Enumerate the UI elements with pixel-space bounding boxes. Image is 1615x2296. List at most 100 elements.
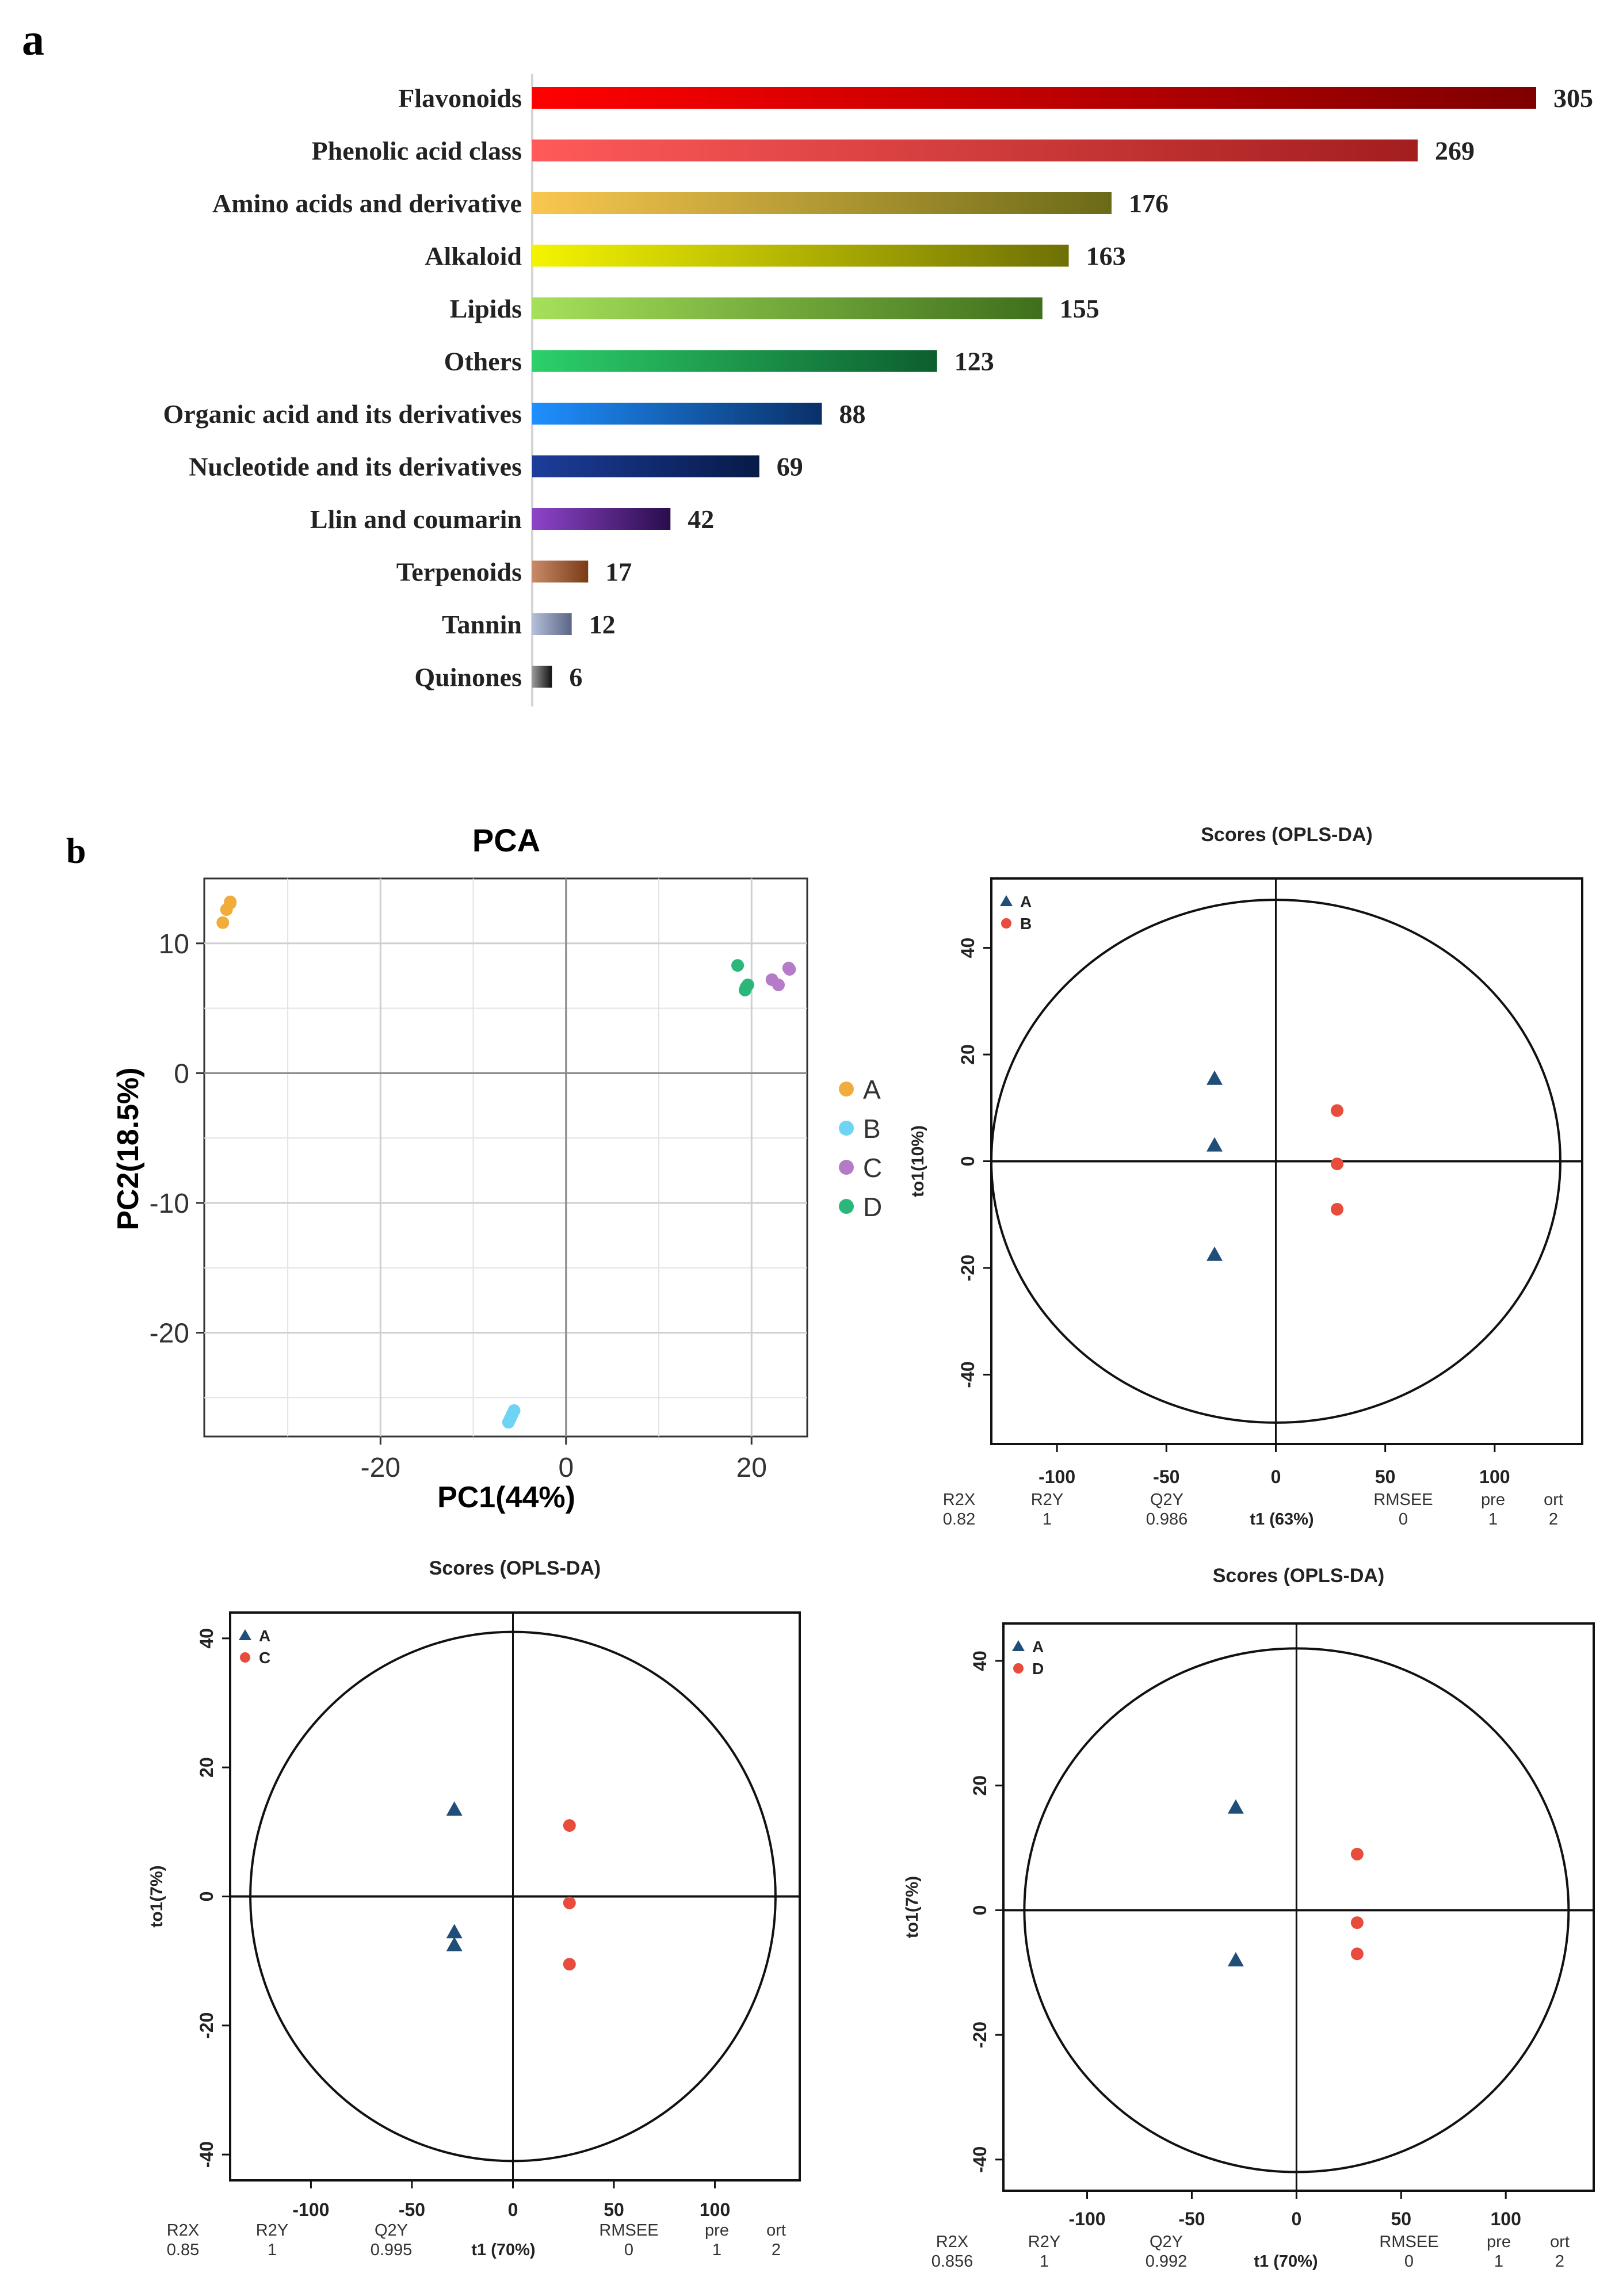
oplsda-point-a (446, 1924, 463, 1939)
bar-marks: Flavonoids 305 Phenolic acid class 269 Amino… (163, 83, 1593, 692)
oplsda-stat-header: pre (705, 2221, 729, 2240)
bar-tannin (532, 613, 572, 635)
pca-legend-label: A (863, 1075, 881, 1105)
oplsda-title: Scores (OPLS-DA) (429, 1557, 601, 1579)
oplsda-point-a (1206, 1137, 1223, 1152)
oplsda-legend-swatch-c (240, 1652, 250, 1663)
oplsda-point-a (1227, 1799, 1244, 1814)
pca-marks: -20 0 20 10 0 -10 -20 (150, 877, 808, 1483)
oplsda-ytick-label: 0 (196, 1892, 217, 1902)
oplsda-xtick-label: 0 (1271, 1466, 1281, 1487)
oplsda-stat-value: 1 (1043, 1510, 1052, 1529)
oplsda-stat-value: 0.85 (167, 2241, 199, 2259)
pca-ytick-label: 0 (174, 1059, 189, 1089)
oplsda-stat-header: pre (1487, 2233, 1511, 2251)
oplsda-stat-header: ort (1544, 1491, 1563, 1509)
oplsda-point-d (1350, 1847, 1364, 1861)
bar-amino-acids-and-derivative (532, 192, 1112, 214)
bar-category-label: Organic acid and its derivatives (163, 399, 522, 429)
bar-value-label: 155 (1060, 294, 1099, 323)
oplsda-stat-header: RMSEE (599, 2221, 658, 2240)
pca-point-c (772, 978, 785, 991)
oplsda-ylabel: to1(7%) (147, 1865, 166, 1927)
oplsda-xtick-label: -50 (1178, 2209, 1205, 2229)
oplsda-stat-value: 1 (1494, 2252, 1503, 2271)
pca-point-d (731, 959, 744, 972)
bar-category-label: Others (444, 347, 522, 376)
oplsda-plot-a-vs-d: Scores (OPLS-DA)-100 -50 0 50 10040200-20-40… (903, 1565, 1595, 2271)
oplsda-ytick-label: 20 (969, 1775, 990, 1796)
bar-category-label: Quinones (414, 663, 522, 692)
bar-lipids (532, 297, 1043, 319)
oplsda-point-a (1227, 1952, 1244, 1967)
bar-value-label: 69 (777, 452, 803, 482)
oplsda-stat-value: 1 (1488, 1510, 1498, 1529)
bar-llin-and-coumarin (532, 508, 671, 530)
oplsda-point-b (1330, 1157, 1343, 1171)
oplsda-xtick-label: -50 (399, 2199, 425, 2220)
bar-value-label: 305 (1553, 83, 1593, 113)
bar-category-label: Tannin (442, 610, 522, 639)
oplsda-stat-header: R2X (936, 2233, 968, 2251)
oplsda-stat-value: 2 (772, 2241, 781, 2259)
pca-plot-frame (203, 877, 808, 1438)
pca-ylabel: PC2(18.5%) (112, 1067, 145, 1230)
oplsda-legend-swatch-a (1000, 895, 1013, 906)
bar-phenolic-acid-class (532, 139, 1418, 162)
oplsda-legend-label: A (1032, 1638, 1044, 1656)
pca-legend-swatch-b (839, 1121, 854, 1136)
oplsda-stat-header: Q2Y (1150, 1491, 1183, 1509)
oplsda-legend-swatch-a (1012, 1640, 1025, 1651)
oplsda-point-a (446, 1801, 463, 1816)
oplsda-xtick-label: 50 (604, 2199, 624, 2220)
oplsda-ytick-label: 20 (957, 1044, 978, 1065)
oplsda-xlabel: t1 (70%) (1254, 2252, 1318, 2271)
pca-legend-swatch-d (839, 1199, 854, 1214)
oplsda-legend-label: B (1020, 915, 1032, 933)
pca-ytick-label: -20 (150, 1319, 189, 1349)
oplsda-ytick-label: -40 (957, 1361, 978, 1388)
oplsda-xtick-label: 100 (700, 2199, 730, 2220)
pca-ytick-label: -10 (150, 1189, 189, 1219)
oplsda-stat-header: ort (1550, 2233, 1570, 2251)
oplsda-ytick-label: -40 (196, 2141, 217, 2168)
oplsda-stat-header: R2Y (256, 2221, 288, 2240)
pca-xtick-label: 20 (736, 1453, 767, 1483)
bar-value-label: 6 (569, 663, 582, 692)
bar-quinones (532, 666, 552, 688)
bar-category-label: Lipids (450, 294, 522, 323)
oplsda-stat-value: 1 (1040, 2252, 1049, 2271)
oplsda-ytick-label: 20 (196, 1757, 217, 1778)
pca-point-d (738, 984, 751, 996)
oplsda-ylabel: to1(10%) (908, 1125, 927, 1197)
oplsda-point-d (1350, 1947, 1364, 1961)
bar-category-label: Nucleotide and its derivatives (189, 452, 522, 482)
oplsda-plot-a-vs-b: Scores (OPLS-DA)-100 -50 0 50 10040200-20-40… (908, 824, 1583, 1529)
oplsda-stat-value: 0 (1399, 1510, 1408, 1529)
oplsda-stat-value: 0.992 (1146, 2252, 1188, 2271)
panel-label-b: b (66, 832, 86, 871)
oplsda-point-a (1206, 1070, 1223, 1085)
oplsda-stat-value: 0 (624, 2241, 633, 2259)
oplsda-stat-value: 2 (1549, 1510, 1558, 1529)
oplsda-legend-swatch-d (1013, 1663, 1024, 1674)
oplsda-ytick-label: 40 (957, 938, 978, 958)
bar-alkaloid (532, 245, 1069, 267)
bar-nucleotide-and-its-derivatives (532, 455, 759, 477)
bar-category-label: Terpenoids (396, 557, 522, 587)
oplsda-stat-header: RMSEE (1379, 2233, 1438, 2251)
bar-category-label: Llin and coumarin (310, 505, 522, 534)
bar-value-label: 88 (839, 399, 865, 429)
pca-point-b (507, 1404, 521, 1417)
oplsda-xtick-label: 0 (1291, 2209, 1301, 2229)
oplsda-title: Scores (OPLS-DA) (1213, 1565, 1385, 1587)
oplsda-ytick-label: -20 (957, 1255, 978, 1281)
oplsda-point-d (1350, 1916, 1364, 1930)
oplsda-stat-value: 0.856 (931, 2252, 973, 2271)
bar-organic-acid-and-its-derivatives (532, 403, 822, 425)
oplsda-xlabel: t1 (63%) (1250, 1510, 1314, 1529)
oplsda-point-a (1206, 1246, 1223, 1261)
oplsda-xtick-label: -100 (292, 2199, 329, 2220)
oplsda-xlabel: t1 (70%) (471, 2241, 535, 2259)
